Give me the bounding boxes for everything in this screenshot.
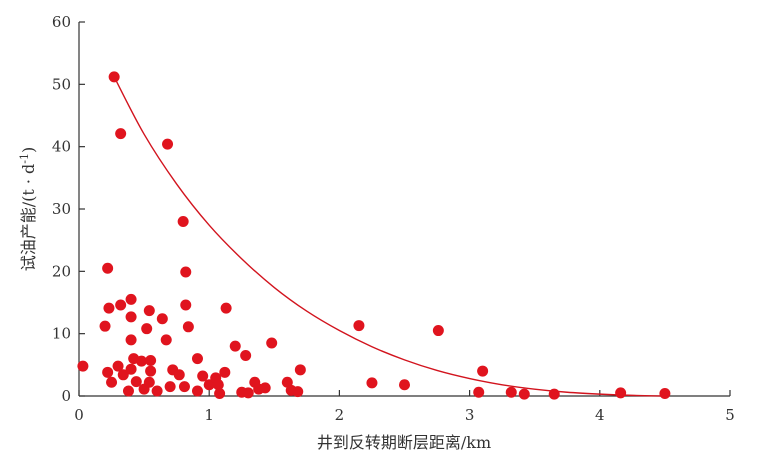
data-point — [160, 334, 172, 346]
y-tick-label: 40 — [52, 138, 71, 156]
plot-area: 0 1 2 3 4 5 0 10 20 30 40 50 60 — [52, 13, 735, 424]
data-point — [164, 381, 176, 393]
data-point — [178, 381, 190, 393]
data-point — [125, 363, 137, 375]
data-point — [615, 387, 627, 399]
y-axis-title-main: 试油产能/(t · d — [19, 164, 38, 272]
data-point — [294, 364, 306, 376]
data-point — [77, 360, 89, 372]
data-point — [151, 385, 163, 397]
data-point — [229, 340, 241, 352]
data-point — [102, 262, 114, 274]
data-point — [102, 366, 114, 378]
y-tick-label: 50 — [52, 75, 71, 93]
data-point — [141, 323, 153, 335]
data-point — [103, 302, 115, 314]
data-point — [156, 313, 168, 325]
data-point — [212, 379, 224, 391]
data-points — [77, 71, 671, 400]
data-point — [125, 293, 137, 305]
data-point — [125, 334, 137, 346]
data-point — [106, 376, 118, 388]
data-point — [177, 215, 189, 227]
data-point — [143, 305, 155, 317]
data-point — [266, 337, 278, 349]
data-point — [399, 379, 410, 391]
data-point — [219, 366, 231, 378]
y-tick-label: 60 — [52, 13, 71, 31]
data-point — [518, 388, 530, 400]
y-ticks: 0 10 20 30 40 50 60 — [52, 13, 85, 405]
data-point — [659, 388, 671, 400]
data-point — [191, 353, 203, 365]
data-point — [432, 325, 444, 337]
y-tick-label: 10 — [52, 325, 71, 343]
x-ticks: 0 1 2 3 4 5 — [74, 390, 735, 424]
data-point — [473, 386, 485, 398]
data-point — [115, 128, 127, 140]
data-point — [548, 388, 560, 400]
data-point — [135, 355, 147, 367]
x-axis-title: 井到反转期断层距离/km — [317, 433, 491, 452]
x-tick-label: 4 — [595, 406, 605, 424]
data-point — [115, 299, 127, 311]
x-tick-label: 3 — [465, 406, 475, 424]
data-point — [477, 365, 489, 377]
data-point — [143, 376, 155, 388]
data-point — [366, 377, 378, 389]
data-point — [180, 266, 192, 278]
data-point — [117, 369, 129, 381]
data-point — [122, 385, 134, 397]
data-point — [108, 71, 120, 83]
data-point — [191, 385, 203, 397]
y-tick-label: 0 — [61, 387, 71, 405]
data-point — [173, 369, 185, 381]
data-point — [353, 320, 365, 332]
data-point — [112, 360, 124, 372]
data-point — [242, 387, 254, 399]
x-tick-label: 1 — [204, 406, 214, 424]
y-axis-title: 试油产能/(t · d-1) — [18, 147, 38, 272]
data-point — [145, 365, 157, 377]
data-point — [214, 388, 226, 400]
data-point — [180, 299, 192, 311]
data-point — [220, 302, 232, 314]
y-axis-title-close: ) — [19, 147, 38, 153]
data-point — [145, 354, 157, 366]
x-tick-label: 5 — [725, 406, 735, 424]
y-tick-label: 30 — [52, 200, 71, 218]
y-tick-label: 20 — [52, 262, 71, 280]
data-point — [99, 320, 111, 332]
data-point — [125, 311, 137, 323]
data-point — [505, 386, 517, 398]
x-tick-label: 2 — [335, 406, 345, 424]
data-point — [182, 321, 194, 333]
data-point — [240, 349, 252, 361]
x-tick-label: 0 — [74, 406, 84, 424]
trend-curve — [113, 76, 665, 397]
data-point — [203, 379, 215, 391]
data-point — [292, 386, 304, 398]
data-point — [130, 376, 142, 388]
y-axis-title-superscript: -1 — [18, 153, 31, 164]
data-point — [197, 370, 209, 382]
data-point — [259, 382, 271, 394]
data-point — [162, 138, 174, 150]
